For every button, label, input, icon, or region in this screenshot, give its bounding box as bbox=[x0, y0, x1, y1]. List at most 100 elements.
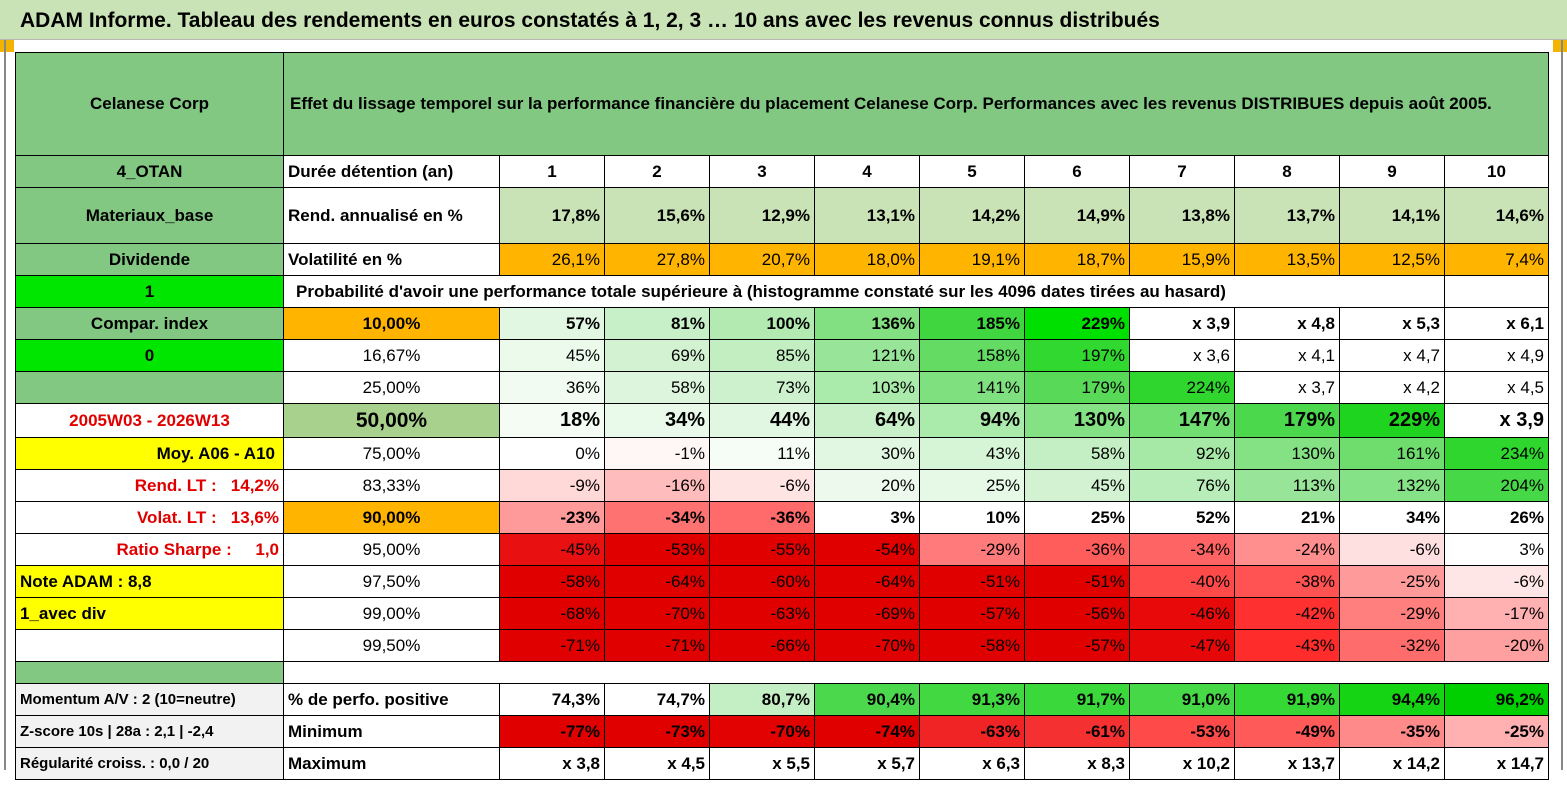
percentile-row: Rend. LT : 14,2% 83,33% -9% -16% -6% 20%… bbox=[15, 469, 1549, 502]
percentile-row: Moy. A06 - A10 75,00% 0% -1% 11% 30% 43%… bbox=[15, 437, 1549, 470]
rend-row: Materiaux_base Rend. annualisé en % 17,8… bbox=[15, 187, 1549, 244]
value-cell: -57% bbox=[1024, 629, 1130, 662]
value-cell: 45% bbox=[1024, 469, 1130, 502]
value-cell: -23% bbox=[499, 501, 605, 534]
vol-cell: 20,7% bbox=[709, 243, 815, 276]
value-cell: -63% bbox=[709, 597, 815, 630]
vol-cell: 12,5% bbox=[1339, 243, 1445, 276]
value-cell: x 4,8 bbox=[1234, 307, 1340, 340]
percentile-row: Compar. index 10,00% 57% 81% 100% 136% 1… bbox=[15, 307, 1549, 340]
value-cell: -71% bbox=[604, 629, 710, 662]
rend-cell: 15,6% bbox=[604, 187, 710, 244]
value-cell: -25% bbox=[1339, 565, 1445, 598]
value-cell: -58% bbox=[499, 565, 605, 598]
value-cell: x 3,7 bbox=[1234, 371, 1340, 404]
year-cell: 9 bbox=[1339, 155, 1445, 188]
value-cell: -9% bbox=[499, 469, 605, 502]
value-cell: 58% bbox=[604, 371, 710, 404]
value-cell: -68% bbox=[499, 597, 605, 630]
stat-cell: -25% bbox=[1444, 715, 1549, 748]
value-cell: 69% bbox=[604, 339, 710, 372]
value-cell: -43% bbox=[1234, 629, 1340, 662]
positive-row: Momentum A/V : 2 (10=neutre) % de perfo.… bbox=[15, 683, 1549, 716]
momentum-label: Momentum A/V : 2 (10=neutre) bbox=[15, 683, 284, 716]
min-label: Minimum bbox=[283, 715, 500, 748]
value-cell: -57% bbox=[919, 597, 1025, 630]
value-cell: -53% bbox=[604, 533, 710, 566]
value-cell: x 4,2 bbox=[1339, 371, 1445, 404]
value-cell: 204% bbox=[1444, 469, 1549, 502]
value-cell: x 3,6 bbox=[1129, 339, 1235, 372]
percentile-label: 75,00% bbox=[283, 437, 500, 470]
stat-cell: 74,3% bbox=[499, 683, 605, 716]
prob-row: 1 Probabilité d'avoir une performance to… bbox=[15, 275, 1549, 308]
value-cell: 76% bbox=[1129, 469, 1235, 502]
rend-cell: 13,7% bbox=[1234, 187, 1340, 244]
value-cell: -29% bbox=[1339, 597, 1445, 630]
stat-cell: -74% bbox=[814, 715, 920, 748]
value-cell: x 3,9 bbox=[1129, 307, 1235, 340]
sector-label: Materiaux_base bbox=[15, 187, 284, 244]
value-cell: -24% bbox=[1234, 533, 1340, 566]
value-cell: 229% bbox=[1024, 307, 1130, 340]
zscore-label: Z-score 10s | 28a : 2,1 | -2,4 bbox=[15, 715, 284, 748]
maximum-row: Régularité croiss. : 0,0 / 20 Maximum x … bbox=[15, 747, 1549, 780]
period-label: 2005W03 - 2026W13 bbox=[15, 403, 284, 438]
value-cell: x 4,7 bbox=[1339, 339, 1445, 372]
year-cell: 6 bbox=[1024, 155, 1130, 188]
value-cell: -69% bbox=[814, 597, 920, 630]
vol-row: Dividende Volatilité en % 26,1% 27,8% 20… bbox=[15, 243, 1549, 276]
stat-cell: 91,3% bbox=[919, 683, 1025, 716]
value-cell: -51% bbox=[919, 565, 1025, 598]
vol-cell: 19,1% bbox=[919, 243, 1025, 276]
year-cell: 2 bbox=[604, 155, 710, 188]
value-cell: -42% bbox=[1234, 597, 1340, 630]
value-cell: 18% bbox=[499, 403, 605, 438]
value-cell: 113% bbox=[1234, 469, 1340, 502]
value-cell: 141% bbox=[919, 371, 1025, 404]
percentile-label: 90,00% bbox=[283, 501, 500, 534]
stat-cell: 91,7% bbox=[1024, 683, 1130, 716]
value-cell: -36% bbox=[709, 501, 815, 534]
value-cell: 224% bbox=[1129, 371, 1235, 404]
spacer-green-cell bbox=[15, 661, 284, 684]
code-label: 4_OTAN bbox=[15, 155, 284, 188]
value-cell: -6% bbox=[1444, 565, 1549, 598]
stat-cell: x 14,2 bbox=[1339, 747, 1445, 780]
note-adam: Note ADAM : 8,8 bbox=[15, 565, 284, 598]
value-cell: x 5,3 bbox=[1339, 307, 1445, 340]
stat-cell: -49% bbox=[1234, 715, 1340, 748]
vol-cell: 18,0% bbox=[814, 243, 920, 276]
value-cell: -47% bbox=[1129, 629, 1235, 662]
value-cell: 92% bbox=[1129, 437, 1235, 470]
rend-lt-text: Rend. LT : bbox=[134, 475, 217, 495]
value-cell: 21% bbox=[1234, 501, 1340, 534]
value-cell: -38% bbox=[1234, 565, 1340, 598]
stat-cell: 90,4% bbox=[814, 683, 920, 716]
value-cell: 121% bbox=[814, 339, 920, 372]
value-cell: 100% bbox=[709, 307, 815, 340]
value-cell: x 4,9 bbox=[1444, 339, 1549, 372]
vol-cell: 13,5% bbox=[1234, 243, 1340, 276]
value-cell: 85% bbox=[709, 339, 815, 372]
value-cell: -55% bbox=[709, 533, 815, 566]
value-cell: -34% bbox=[1129, 533, 1235, 566]
years-row: 4_OTAN Durée détention (an) 1 2 3 4 5 6 … bbox=[15, 155, 1549, 188]
value-cell: 103% bbox=[814, 371, 920, 404]
empty-cell bbox=[1444, 275, 1549, 308]
rend-cell: 14,6% bbox=[1444, 187, 1549, 244]
percentile-label: 16,67% bbox=[283, 339, 500, 372]
percentile-label: 99,00% bbox=[283, 597, 500, 630]
value-cell: -45% bbox=[499, 533, 605, 566]
stat-cell: 91,9% bbox=[1234, 683, 1340, 716]
value-cell: 64% bbox=[814, 403, 920, 438]
value-cell: x 4,5 bbox=[1444, 371, 1549, 404]
year-cell: 8 bbox=[1234, 155, 1340, 188]
percentile-label: 83,33% bbox=[283, 469, 500, 502]
value-cell: 25% bbox=[919, 469, 1025, 502]
flag-one: 1 bbox=[15, 275, 284, 308]
value-cell: 94% bbox=[919, 403, 1025, 438]
rend-cell: 13,8% bbox=[1129, 187, 1235, 244]
value-cell: 158% bbox=[919, 339, 1025, 372]
value-cell: 130% bbox=[1024, 403, 1130, 438]
